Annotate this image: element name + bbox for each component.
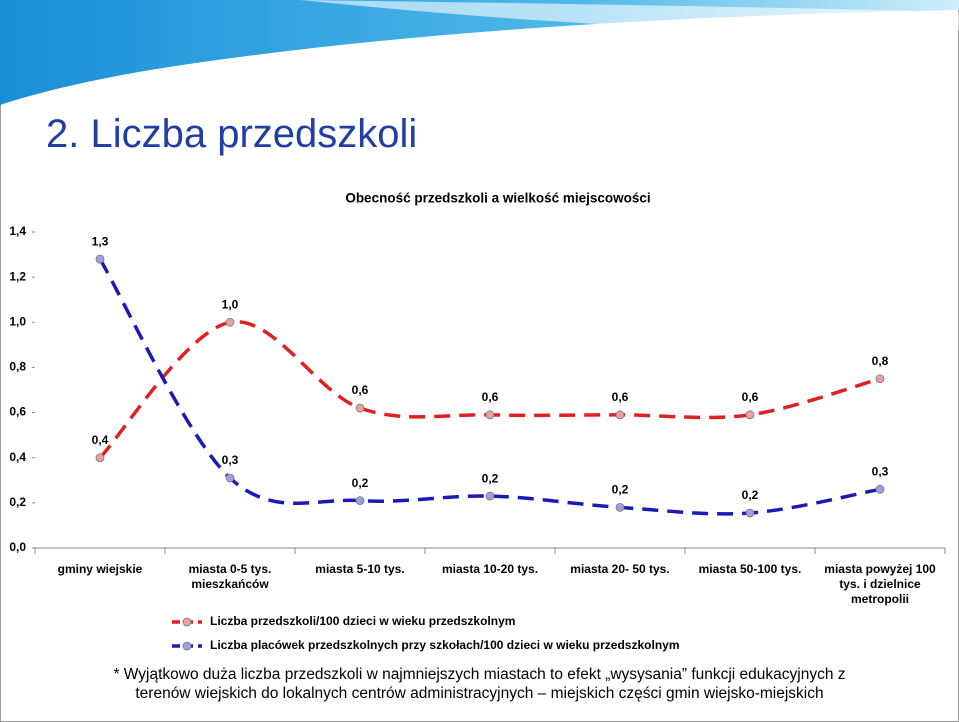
legend-label: Liczba placówek przedszkolnych przy szko… [210, 638, 680, 652]
x-tick-label: gminy wiejskie [57, 562, 143, 576]
y-tick-label: 0,0 [9, 540, 26, 554]
y-tick-label: 0,6 [9, 405, 26, 419]
data-point [225, 317, 235, 327]
data-point [95, 453, 105, 463]
data-label: 0,6 [612, 390, 629, 404]
data-point [615, 410, 625, 420]
y-tick-label: 1,4 [9, 224, 26, 238]
data-label: 1,0 [222, 297, 239, 311]
slide-title: 2. Liczba przedszkoli [46, 112, 418, 156]
footnote-line: * Wyjątkowo duża liczba przedszkoli w na… [113, 666, 846, 683]
y-tick-label: 0,2 [9, 495, 26, 509]
data-point [875, 484, 885, 494]
data-label: 0,8 [872, 354, 889, 368]
data-point [745, 508, 755, 518]
data-label: 0,6 [482, 390, 499, 404]
data-label: 0,2 [612, 483, 629, 497]
y-tick-label: 0,8 [9, 360, 26, 374]
data-label: 0,2 [482, 471, 499, 485]
y-tick-label: 0,4 [9, 450, 26, 464]
y-tick-label: 1,0 [9, 314, 26, 328]
data-label: 0,3 [872, 464, 889, 478]
data-label: 0,2 [742, 488, 759, 502]
data-point [95, 254, 105, 264]
legend-marker [182, 641, 192, 651]
data-label: 0,6 [352, 383, 369, 397]
x-tick-label: miasta 10-20 tys. [441, 562, 539, 576]
footnote: * Wyjątkowo duża liczba przedszkoli w na… [0, 665, 959, 703]
data-point [615, 502, 625, 512]
data-point [355, 496, 365, 506]
legend-marker [182, 617, 192, 627]
data-label: 0,3 [222, 453, 239, 467]
x-tick-label: miasta 20- 50 tys. [570, 562, 670, 576]
header-wave [300, 0, 959, 31]
data-label: 0,2 [352, 476, 369, 490]
x-tick-label: miasta 0-5 tys. mieszkańców [188, 562, 272, 591]
data-label: 0,4 [92, 433, 109, 447]
chart-title: Obecność przedszkoli a wielkość miejscow… [345, 191, 650, 206]
x-tick-label: miasta 50-100 tys. [698, 562, 802, 576]
legend-label: Liczba przedszkoli/100 dzieci w wieku pr… [210, 614, 515, 628]
x-tick-label: miasta powyżej 100 tys. i dzielnice metr… [824, 562, 936, 606]
x-tick-label: miasta 5-10 tys. [315, 562, 405, 576]
data-point [485, 491, 495, 501]
data-label: 0,6 [742, 390, 759, 404]
data-point [875, 374, 885, 384]
data-label: 1,3 [92, 234, 109, 248]
data-point [355, 403, 365, 413]
header-wave [0, 0, 959, 105]
data-point [745, 410, 755, 420]
y-tick-label: 1,2 [9, 269, 26, 283]
data-point [225, 473, 235, 483]
data-point [485, 410, 495, 420]
footnote-line: terenów wiejskich do lokalnych centrów a… [135, 685, 824, 702]
